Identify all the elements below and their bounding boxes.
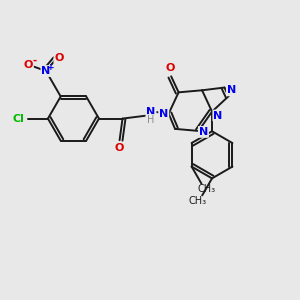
Text: N: N — [41, 66, 51, 76]
Text: N: N — [146, 107, 156, 117]
Text: -: - — [32, 56, 36, 66]
Text: H: H — [147, 115, 155, 124]
Text: O: O — [54, 53, 64, 63]
Text: N: N — [159, 109, 168, 119]
Text: O: O — [166, 64, 175, 74]
Text: O: O — [24, 60, 33, 70]
Text: +: + — [47, 63, 55, 72]
Text: O: O — [115, 143, 124, 153]
Text: N: N — [227, 85, 236, 95]
Text: N: N — [199, 127, 208, 137]
Text: Cl: Cl — [13, 114, 24, 124]
Text: CH₃: CH₃ — [197, 184, 215, 194]
Text: N: N — [213, 111, 223, 121]
Text: CH₃: CH₃ — [188, 196, 206, 206]
